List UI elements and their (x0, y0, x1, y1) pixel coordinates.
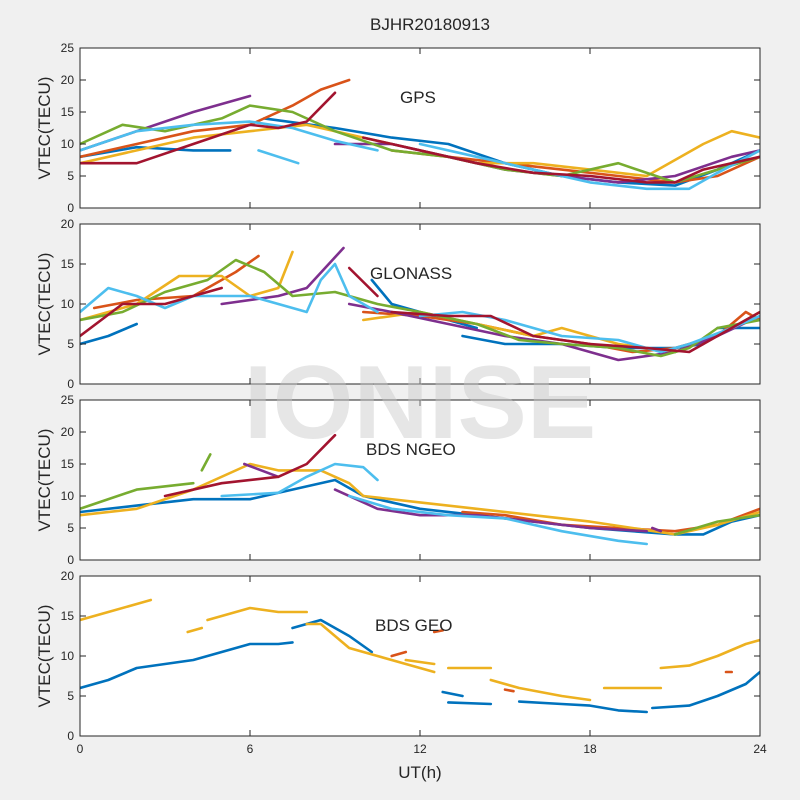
series-line (206, 606, 308, 622)
series-line (418, 142, 760, 191)
series-line (80, 462, 760, 536)
series-line (80, 120, 379, 152)
y-tick-label: 5 (67, 689, 74, 703)
y-tick-label: 15 (61, 457, 75, 471)
watermark: IONISE (244, 345, 597, 461)
series-line (186, 626, 204, 634)
series-line (651, 526, 663, 533)
panel-4: 0 5 10 15 20 0 6 12 18 24 VTEC(TECU) BDS GEO (35, 569, 767, 756)
series-line (80, 641, 294, 690)
x-tick-label: 12 (413, 742, 427, 756)
series-line (489, 678, 592, 702)
series-line (80, 145, 232, 159)
series-line (80, 478, 760, 536)
series-line (517, 700, 648, 714)
series-group (80, 598, 760, 714)
series-line (200, 453, 212, 472)
series-line (220, 462, 379, 498)
series-line (347, 494, 648, 546)
panel-label: GPS (400, 88, 436, 107)
series-line (432, 629, 444, 634)
y-tick-label: 5 (67, 521, 74, 535)
y-tick-label: 0 (67, 553, 74, 567)
plot-area (80, 224, 760, 384)
x-tick-label: 6 (247, 742, 254, 756)
y-tick-label: 25 (61, 393, 75, 407)
series-line (163, 433, 337, 498)
series-line (243, 462, 280, 479)
series-line (333, 488, 648, 533)
series-line (80, 286, 223, 338)
y-tick-label: 25 (61, 41, 75, 55)
y-tick-label: 20 (61, 217, 75, 231)
panel-label: BDS GEO (375, 616, 452, 635)
series-line (305, 622, 436, 674)
chart-title: BJHR20180913 (370, 15, 490, 34)
y-tick-label: 0 (67, 377, 74, 391)
y-tick-label: 10 (61, 297, 75, 311)
y-tick-label: 10 (61, 489, 75, 503)
x-tick-label: 18 (583, 742, 597, 756)
panel-3: 0 5 10 15 20 25 VTEC(TECU) BDS NGEO (35, 393, 761, 567)
series-group (80, 433, 760, 546)
y-tick-label: 0 (67, 729, 74, 743)
y-axis-label: VTEC(TECU) (35, 253, 54, 356)
series-line (80, 481, 195, 511)
x-tick-label: 24 (753, 742, 767, 756)
series-line (673, 513, 760, 536)
y-axis-label: VTEC(TECU) (35, 429, 54, 532)
series-line (80, 262, 379, 314)
panel-label: GLONASS (370, 264, 452, 283)
x-tick-label: 0 (77, 742, 84, 756)
series-group (80, 246, 760, 362)
series-line (80, 322, 138, 346)
y-tick-label: 5 (67, 169, 74, 183)
series-line (441, 690, 464, 698)
y-tick-label: 20 (61, 73, 75, 87)
y-tick-label: 15 (61, 105, 75, 119)
series-line (257, 149, 300, 165)
series-line (418, 310, 760, 354)
y-axis-label: VTEC(TECU) (35, 605, 54, 708)
y-tick-label: 15 (61, 609, 75, 623)
series-line (659, 638, 760, 670)
panel-2: 0 5 10 15 20 VTEC(TECU) GLONASS (35, 217, 761, 391)
y-tick-label: 20 (61, 425, 75, 439)
series-line (220, 246, 345, 306)
y-tick-label: 20 (61, 569, 75, 583)
series-line (503, 688, 515, 693)
series-line (80, 91, 337, 165)
series-line (362, 136, 760, 184)
series-line (347, 266, 379, 298)
panel-1: 0 5 10 15 20 25 VTEC(TECU) GPS (35, 41, 761, 215)
y-tick-label: 10 (61, 649, 75, 663)
plot-area (80, 576, 760, 736)
y-axis-label: VTEC(TECU) (35, 77, 54, 180)
series-line (80, 258, 760, 358)
series-line (80, 598, 153, 622)
series-line (651, 670, 760, 710)
x-axis-label: UT(h) (398, 763, 441, 782)
series-line (447, 701, 493, 706)
panel-label: BDS NGEO (366, 440, 456, 459)
series-line (390, 310, 760, 354)
y-tick-label: 5 (67, 337, 74, 351)
series-line (404, 658, 436, 666)
series-group (80, 78, 760, 191)
series-line (390, 650, 408, 658)
y-tick-label: 0 (67, 201, 74, 215)
y-tick-label: 15 (61, 257, 75, 271)
y-tick-label: 10 (61, 137, 75, 151)
chart-panels: 0 5 10 15 20 25 VTEC(TECU) GPS 0 5 10 15 20 VTEC(TECU… (35, 41, 767, 756)
